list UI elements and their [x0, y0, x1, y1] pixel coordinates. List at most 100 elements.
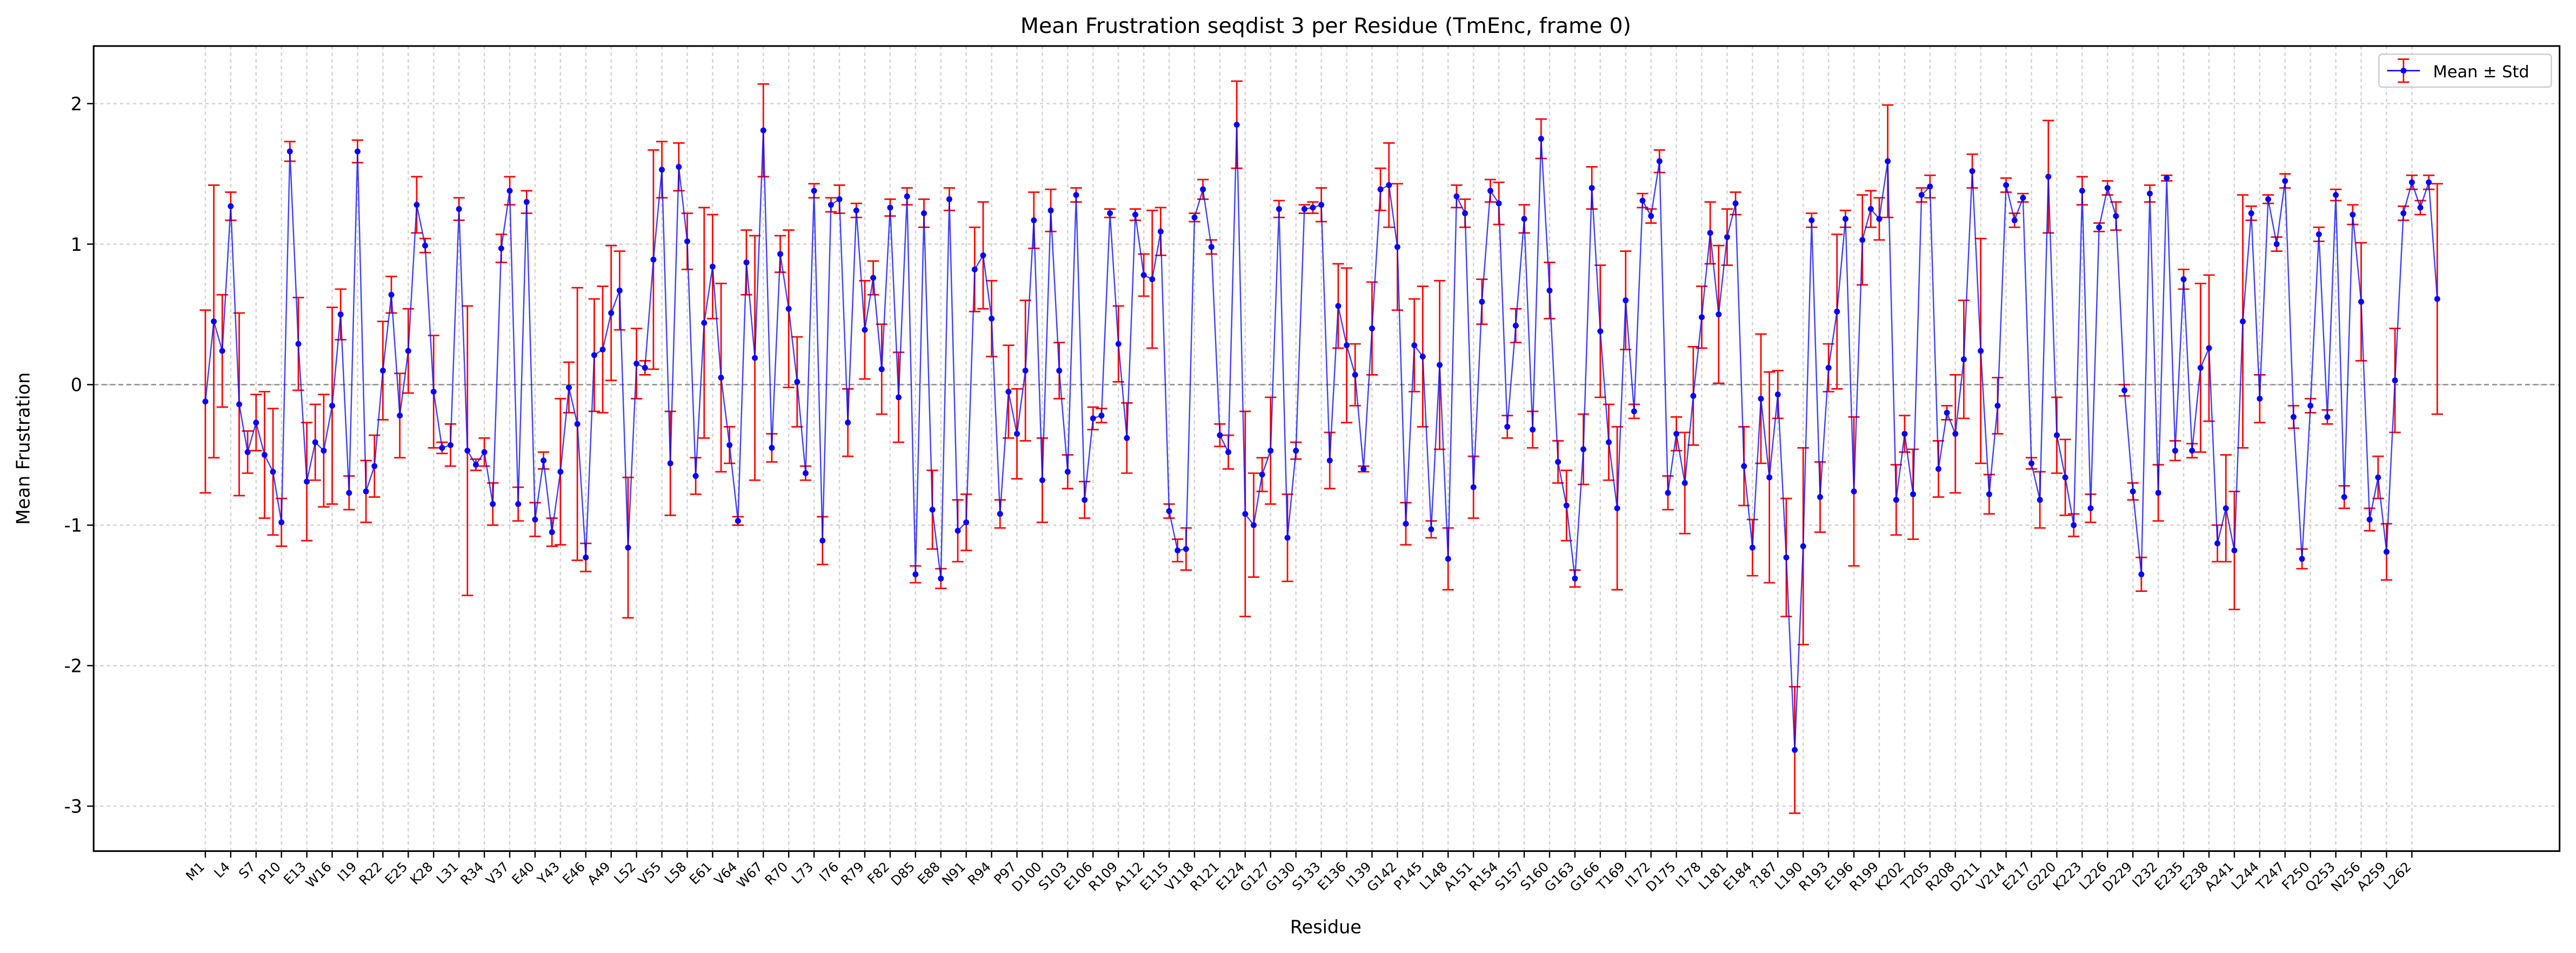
- data-point: [1546, 287, 1553, 294]
- data-point: [346, 490, 352, 496]
- data-point: [989, 315, 995, 322]
- data-point: [1267, 448, 1274, 454]
- data-point: [1758, 396, 1764, 402]
- data-point: [1792, 747, 1798, 753]
- data-point: [904, 193, 910, 199]
- data-point: [2138, 571, 2145, 577]
- data-point: [1217, 432, 1223, 438]
- data-point: [1419, 354, 1426, 360]
- data-point: [599, 346, 606, 353]
- data-point: [1411, 342, 1418, 349]
- data-point: [2273, 241, 2280, 248]
- data-point: [2028, 460, 2034, 466]
- data-point: [1386, 182, 1392, 188]
- data-point: [1369, 325, 1375, 332]
- data-point: [244, 449, 251, 455]
- data-point: [574, 421, 580, 427]
- data-point: [337, 311, 344, 318]
- data-point: [295, 341, 302, 347]
- data-point: [2383, 549, 2390, 555]
- data-point: [211, 318, 217, 325]
- data-point: [1952, 431, 1959, 437]
- data-point: [1335, 303, 1342, 309]
- data-point: [371, 463, 378, 469]
- data-point: [583, 554, 589, 561]
- data-point: [1064, 469, 1071, 475]
- data-point: [1047, 207, 1054, 214]
- data-point: [1724, 234, 1730, 241]
- data-point: [625, 544, 631, 551]
- data-point: [1090, 415, 1096, 422]
- data-point: [2299, 556, 2305, 562]
- data-point: [1031, 217, 1037, 223]
- data-point: [803, 470, 809, 476]
- plot-frame: [92, 45, 2561, 852]
- data-point: [1673, 431, 1680, 437]
- data-point: [355, 148, 361, 155]
- data-point: [1732, 200, 1739, 206]
- data-point: [1538, 136, 1544, 142]
- data-point: [1233, 122, 1240, 128]
- data-point: [1901, 431, 1908, 437]
- data-point: [1944, 410, 1950, 416]
- data-point: [1453, 193, 1460, 199]
- chart-title: Mean Frustration seqdist 3 per Residue (…: [1020, 14, 1631, 38]
- data-point: [684, 238, 690, 244]
- data-point: [1352, 371, 1358, 378]
- data-point: [946, 196, 952, 202]
- data-point: [566, 384, 572, 391]
- data-point: [963, 519, 970, 525]
- data-point: [1893, 497, 1899, 503]
- data-point: [1428, 526, 1434, 532]
- data-point: [490, 501, 496, 507]
- data-point: [1056, 368, 1063, 374]
- data-point: [2121, 387, 2128, 394]
- data-point: [1623, 297, 1629, 304]
- data-point: [1867, 206, 1874, 212]
- data-point: [1530, 426, 1536, 433]
- data-point: [1656, 158, 1663, 164]
- data-point: [920, 210, 927, 216]
- data-point: [1470, 484, 1477, 490]
- data-point: [2037, 497, 2043, 503]
- data-point: [304, 478, 310, 485]
- data-point: [1808, 217, 1815, 223]
- data-point: [1149, 276, 1156, 283]
- data-point: [2045, 174, 2052, 180]
- data-point: [1445, 556, 1451, 562]
- legend-label: Mean ± Std: [2433, 63, 2530, 82]
- legend-box: [2378, 54, 2552, 88]
- data-point: [253, 419, 259, 426]
- data-point: [2206, 345, 2212, 351]
- data-point: [1166, 508, 1172, 514]
- y-tick-label: -2: [64, 656, 82, 677]
- data-point: [2053, 432, 2060, 438]
- data-point: [286, 148, 293, 155]
- data-point: [2079, 188, 2085, 194]
- data-point: [1318, 202, 1325, 208]
- data-point: [1293, 448, 1299, 454]
- data-point: [633, 361, 640, 367]
- data-point: [1580, 446, 1586, 452]
- data-point: [1225, 449, 1232, 455]
- data-point: [1022, 368, 1029, 374]
- data-point: [472, 462, 479, 468]
- data-point: [2240, 318, 2246, 325]
- data-point: [1978, 348, 1984, 354]
- data-point: [2003, 182, 2010, 188]
- data-point: [228, 203, 234, 209]
- data-point: [676, 164, 682, 170]
- data-point: [1014, 431, 1020, 437]
- data-point: [2155, 490, 2161, 496]
- data-point: [1039, 477, 1045, 483]
- data-point: [2172, 448, 2178, 454]
- data-point: [464, 448, 471, 454]
- data-point: [2231, 547, 2238, 554]
- data-point: [1344, 342, 1350, 349]
- data-point: [278, 519, 285, 525]
- data-point: [1766, 474, 1773, 481]
- data-point: [397, 412, 403, 419]
- data-point: [1597, 328, 1604, 335]
- data-point: [929, 507, 936, 513]
